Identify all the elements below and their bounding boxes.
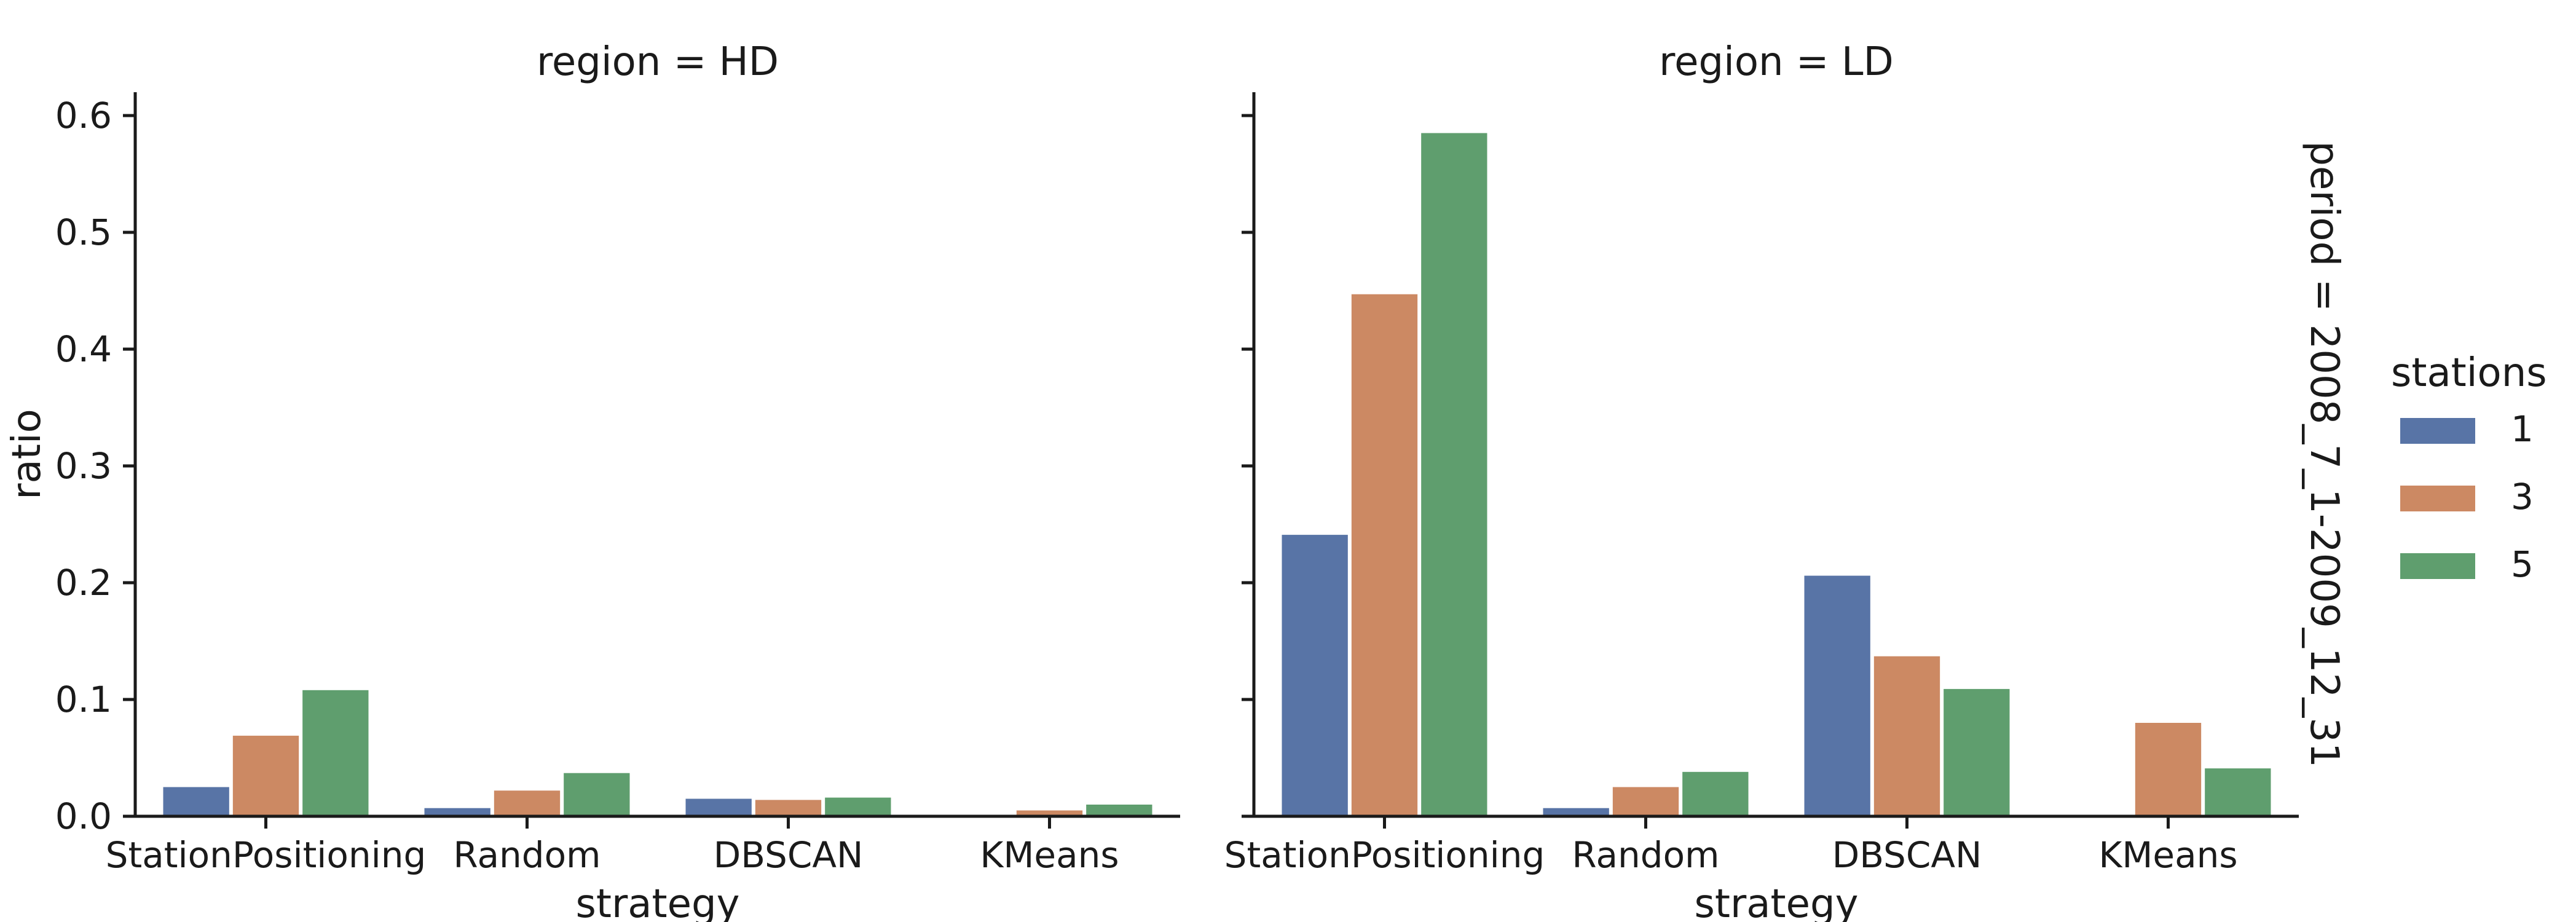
bar-dbscan-stations-3 [755, 800, 822, 816]
legend-label: 1 [2511, 408, 2534, 450]
facet-title: region = LD [1659, 39, 1894, 85]
bar-kmeans-stations-5 [2205, 768, 2271, 816]
bar-stationpositioning-stations-3 [232, 735, 299, 816]
x-tick-label: KMeans [980, 834, 1119, 876]
bar-stationpositioning-stations-3 [1351, 294, 1418, 816]
bar-random-stations-5 [1682, 771, 1749, 816]
legend-title: stations [2391, 350, 2547, 396]
facet-panel-1: region = LD StationPositioning Random DBSCA… [1224, 39, 2299, 922]
x-axis-label: strategy [1695, 881, 1859, 922]
row-facet-title: period = 2008_7_1-2009_12_31 [2301, 141, 2347, 767]
bar-random-stations-1 [424, 808, 490, 816]
legend-label: 3 [2511, 476, 2534, 518]
legend-swatch-3 [2400, 486, 2475, 511]
x-tick-label: DBSCAN [714, 834, 864, 876]
bar-stationpositioning-stations-1 [163, 787, 229, 816]
y-tick-label: 0.2 [55, 562, 112, 604]
x-tick-label: StationPositioning [1224, 834, 1545, 876]
x-tick-label: Random [1572, 834, 1719, 876]
bar-random-stations-1 [1543, 808, 1609, 816]
y-tick-label: 0.3 [55, 445, 112, 487]
x-tick-label: KMeans [2098, 834, 2237, 876]
bar-stationpositioning-stations-5 [302, 690, 369, 816]
bar-dbscan-stations-1 [685, 798, 752, 816]
legend-label: 5 [2511, 543, 2534, 585]
bar-random-stations-3 [494, 790, 561, 816]
legend: stations 1 3 5 [2391, 350, 2547, 585]
facet-panel-0: region = HD 0.0 0.1 0.2 0.3 0.4 0.5 0.6 StationP… [55, 39, 1180, 922]
y-tick-label: 0.5 [55, 211, 112, 253]
bar-random-stations-3 [1612, 787, 1679, 816]
bar-dbscan-stations-5 [825, 797, 891, 816]
bar-kmeans-stations-5 [1086, 805, 1152, 816]
bar-random-stations-5 [564, 773, 630, 816]
y-tick-label: 0.0 [55, 795, 112, 837]
bar-dbscan-stations-5 [1944, 688, 2010, 816]
bar-stationpositioning-stations-5 [1421, 133, 1487, 816]
y-tick-label: 0.6 [55, 95, 112, 136]
y-tick-label: 0.1 [55, 679, 112, 720]
bar-kmeans-stations-3 [2135, 723, 2202, 816]
y-axis-label: ratio [4, 409, 50, 500]
legend-swatch-1 [2400, 418, 2475, 444]
x-tick-label: StationPositioning [106, 834, 427, 876]
bar-dbscan-stations-3 [1873, 656, 1940, 816]
x-tick-label: DBSCAN [1832, 834, 1982, 876]
y-tick-label: 0.4 [55, 328, 112, 370]
bar-kmeans-stations-3 [1016, 810, 1083, 816]
bar-stationpositioning-stations-1 [1282, 535, 1348, 816]
legend-swatch-5 [2400, 553, 2475, 579]
x-axis-label: strategy [576, 881, 740, 922]
bar-dbscan-stations-1 [1804, 575, 1870, 816]
facet-title: region = HD [537, 39, 779, 85]
x-tick-label: Random [453, 834, 601, 876]
